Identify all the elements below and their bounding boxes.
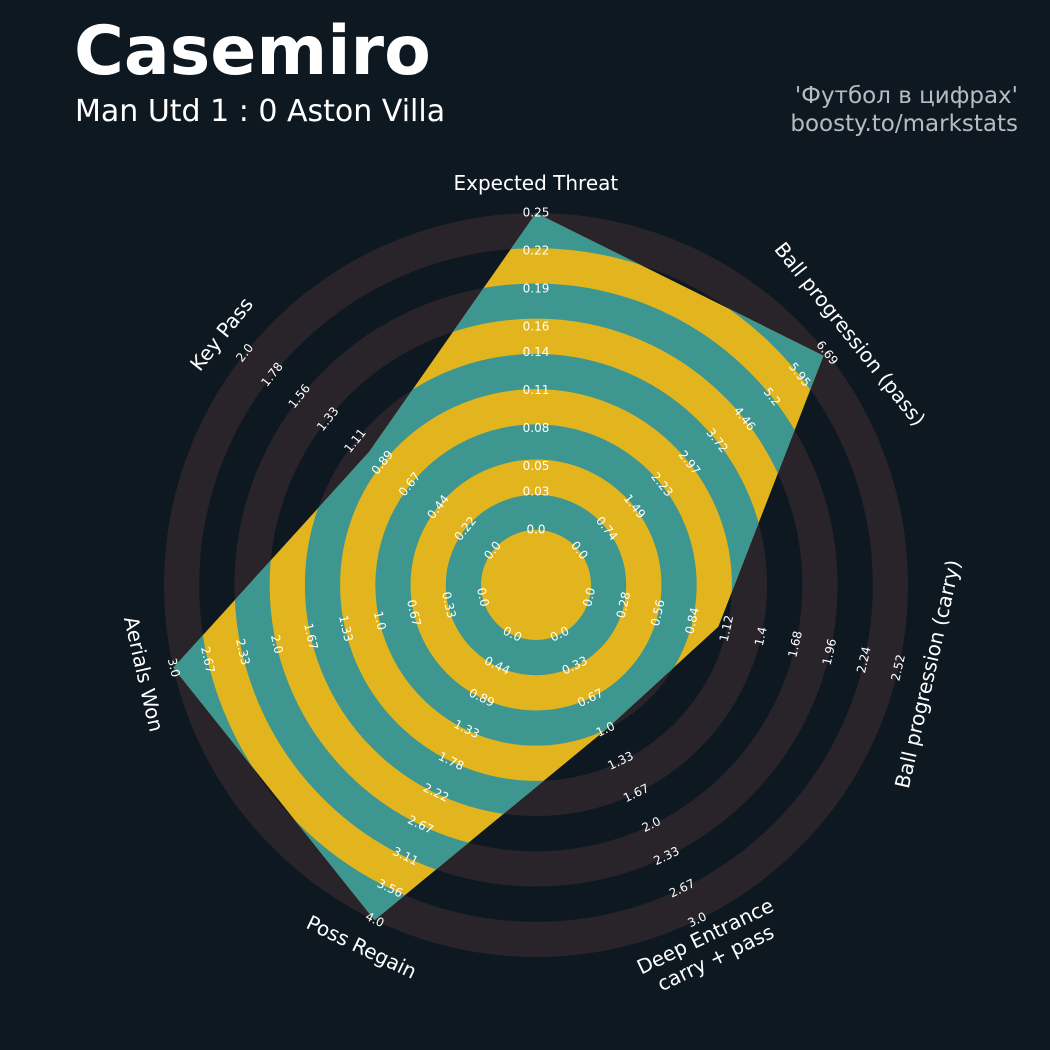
tick-label: 0.25 [523, 206, 550, 220]
tick-label: 1.33 [336, 614, 356, 643]
tick-label: 0.03 [523, 484, 550, 498]
tick-label: 0.22 [523, 244, 550, 258]
tick-label: 1.4 [752, 625, 770, 647]
tick-label: 0.05 [523, 459, 550, 473]
tick-label: 3.0 [165, 657, 183, 679]
credit: 'Футбол в цифрах' [794, 83, 1018, 109]
subtitle: Man Utd 1 : 0 Aston Villa [75, 94, 446, 129]
parameter-label: Expected Threat [453, 171, 619, 195]
radar-polygon [173, 213, 824, 921]
ring [445, 494, 627, 676]
tick-label: 0.84 [682, 606, 702, 635]
tick-label: 0.0 [580, 586, 598, 608]
tick-label: 0.08 [523, 421, 550, 435]
tick-label: 1.12 [717, 614, 737, 643]
tick-label: 0.0 [474, 586, 492, 608]
tick-label: 0.11 [523, 383, 550, 397]
tick-label: 1.96 [820, 637, 840, 666]
ring [375, 424, 697, 746]
tick-label: 0.16 [523, 320, 550, 334]
tick-label: 0.19 [523, 282, 550, 296]
tick-label: 2.67 [198, 645, 218, 674]
tick-label: 2.33 [233, 637, 253, 666]
credit: boosty.to/markstats [790, 111, 1018, 137]
title: Casemiro [74, 12, 431, 91]
tick-label: 0.56 [648, 598, 668, 627]
tick-label: 2.52 [888, 653, 908, 682]
tick-label: 0.0 [526, 523, 545, 537]
tick-label: 2.0 [268, 633, 286, 655]
tick-label: 0.14 [523, 345, 550, 359]
tick-label: 1.67 [301, 622, 321, 651]
tick-label: 0.67 [404, 598, 424, 627]
tick-label: 2.24 [854, 645, 874, 674]
tick-label: 1.68 [785, 630, 805, 659]
tick-label: 0.33 [439, 590, 459, 619]
tick-label: 0.28 [614, 590, 634, 619]
tick-label: 1.0 [371, 610, 389, 632]
